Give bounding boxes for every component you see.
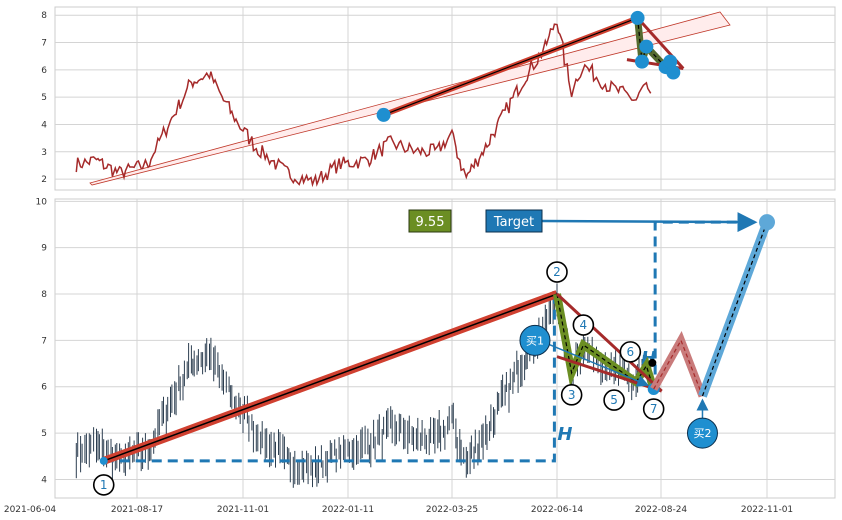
x-tick-label: 2022-01-11 [322, 505, 374, 515]
wave-1-2-center [103, 293, 558, 462]
x-tick-label: 2022-08-24 [635, 505, 688, 515]
top-pattern-dot [630, 10, 645, 25]
top-pattern-dot [666, 65, 681, 80]
wave-6-dot [648, 358, 657, 367]
top-pattern [626, 10, 685, 80]
bottom-y-tick-label: 5 [41, 429, 47, 439]
top-panel: 2 3 4 5 6 7 8 [41, 6, 836, 191]
top-pattern-line [637, 17, 674, 73]
top-y-tick-label: 7 [41, 39, 47, 49]
wave-number-label: 5 [610, 393, 618, 407]
top-grid [55, 7, 835, 190]
top-price-line [75, 23, 652, 188]
target-dot [759, 214, 775, 231]
buy1-label: 买1 [526, 334, 544, 347]
bottom-x-ticks: 2021-06-04 2021-08-17 2021-11-01 2022-01-11… [4, 505, 793, 515]
wave-number-label: 7 [650, 402, 658, 416]
target-projection-line [701, 221, 768, 397]
wave-number-circle [642, 398, 665, 420]
bottom-y-ticks: 4 5 6 7 8 9 10 [36, 197, 48, 485]
target-arrow [541, 212, 758, 233]
wave-number-circle [546, 261, 568, 283]
height-dashed-line-1 [103, 294, 556, 463]
price-label-box: 9.55 [408, 209, 452, 233]
target-label-box: Target [485, 209, 543, 233]
projection-band [650, 331, 707, 398]
top-pattern-dot [634, 54, 649, 69]
wave-number-circle [603, 389, 625, 411]
x-tick-label: 2022-06-14 [531, 505, 584, 515]
x-tick-label: 2021-06-04 [4, 505, 57, 515]
wave-number-label: 4 [580, 318, 588, 332]
buy1-arrow [548, 343, 650, 387]
x-tick-label: 2022-03-25 [426, 505, 478, 515]
wave-number-label: 3 [568, 388, 576, 402]
bottom-y-tick-label: 6 [41, 383, 47, 393]
buy1-marker [519, 324, 551, 356]
top-trend-lines [376, 15, 639, 122]
wave-number-label: 6 [627, 345, 635, 359]
height-label: H [557, 424, 572, 445]
top-y-tick-label: 6 [41, 66, 47, 76]
x-tick-label: 2021-08-17 [111, 505, 163, 515]
wave-number-label: 1 [100, 478, 108, 492]
wave-number-label: 2 [553, 265, 561, 279]
top-pattern-dot [663, 54, 678, 69]
top-y-tick-label: 5 [41, 93, 47, 103]
bottom-y-tick-label: 10 [36, 197, 48, 207]
pattern-upper-bound [555, 292, 663, 393]
top-pattern-dot [639, 39, 654, 54]
bottom-y-tick-label: 4 [41, 475, 47, 485]
wave-number-circle [619, 341, 642, 363]
wave-start-dot [99, 456, 108, 465]
bottom-y-tick-label: 9 [41, 244, 47, 254]
top-y-ticks: 2 3 4 5 6 7 8 [41, 11, 47, 185]
bottom-y-tick-label: 8 [41, 290, 47, 300]
buy2-label: 买2 [693, 427, 711, 440]
x-tick-label: 2022-11-01 [741, 505, 793, 515]
top-y-tick-label: 8 [41, 11, 47, 21]
top-y-tick-label: 4 [41, 120, 47, 130]
target-label: Target [493, 215, 534, 230]
top-y-tick-label: 2 [41, 175, 47, 185]
wave-number-circle [92, 474, 115, 496]
wave-number-circle [560, 384, 583, 406]
x-tick-label: 2021-11-01 [217, 505, 269, 515]
wave-number-circle [572, 314, 595, 336]
buy2-marker [686, 417, 718, 449]
top-y-tick-label: 3 [41, 148, 47, 158]
top-trend-start-dot [376, 107, 391, 122]
bottom-y-tick-label: 7 [41, 336, 47, 346]
top-trend-center [383, 17, 638, 116]
price-label: 9.55 [416, 215, 445, 230]
